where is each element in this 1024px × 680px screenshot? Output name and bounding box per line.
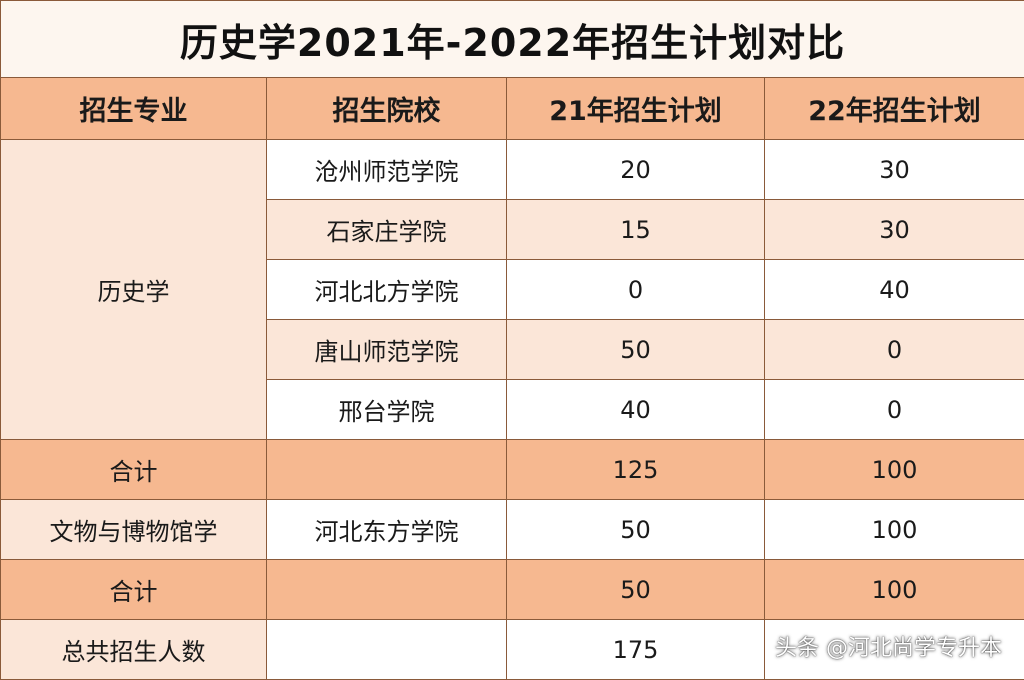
plan21-cell: 20 <box>507 140 765 200</box>
plan22-cell: 0 <box>765 320 1024 380</box>
plan21-cell: 15 <box>507 200 765 260</box>
plan22-cell: 30 <box>765 200 1024 260</box>
subtotal-empty-cell <box>267 560 507 620</box>
subtotal-plan21: 50 <box>507 560 765 620</box>
school-cell: 唐山师范学院 <box>267 320 507 380</box>
subtotal-plan22: 100 <box>765 440 1024 500</box>
header-plan-2021: 21年招生计划 <box>507 78 765 140</box>
major-museum-studies: 文物与博物馆学 <box>1 500 267 560</box>
school-cell: 河北北方学院 <box>267 260 507 320</box>
header-plan-2022: 22年招生计划 <box>765 78 1024 140</box>
school-cell: 邢台学院 <box>267 380 507 440</box>
subtotal-label: 合计 <box>1 440 267 500</box>
plan22-cell: 30 <box>765 140 1024 200</box>
plan22-cell: 40 <box>765 260 1024 320</box>
subtotal-label: 合计 <box>1 560 267 620</box>
subtotal-empty-cell <box>267 440 507 500</box>
school-cell: 沧州师范学院 <box>267 140 507 200</box>
plan22-cell: 0 <box>765 380 1024 440</box>
header-school: 招生院校 <box>267 78 507 140</box>
grand-total-label: 总共招生人数 <box>1 620 267 680</box>
watermark-text: 头条 @河北尚学专升本 <box>775 630 1002 662</box>
subtotal-plan22: 100 <box>765 560 1024 620</box>
grand-total-plan21: 175 <box>507 620 765 680</box>
subtotal-plan21: 125 <box>507 440 765 500</box>
grand-total-empty-cell <box>267 620 507 680</box>
plan21-cell: 0 <box>507 260 765 320</box>
header-major: 招生专业 <box>1 78 267 140</box>
plan21-cell: 50 <box>507 500 765 560</box>
school-cell: 河北东方学院 <box>267 500 507 560</box>
plan21-cell: 50 <box>507 320 765 380</box>
school-cell: 石家庄学院 <box>267 200 507 260</box>
table-title: 历史学2021年-2022年招生计划对比 <box>1 1 1024 78</box>
plan21-cell: 40 <box>507 380 765 440</box>
plan22-cell: 100 <box>765 500 1024 560</box>
major-history: 历史学 <box>1 140 267 440</box>
